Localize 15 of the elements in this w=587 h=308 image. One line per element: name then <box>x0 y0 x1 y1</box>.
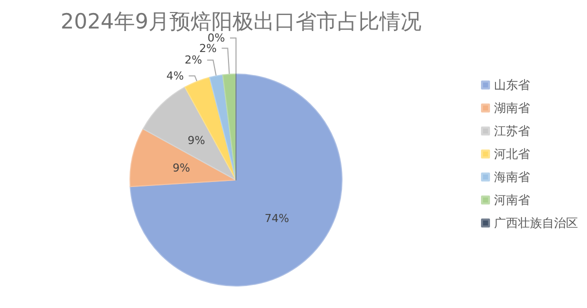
legend-label: 河北省 <box>494 147 530 161</box>
legend-label: 山东省 <box>494 78 530 92</box>
data-label: 2% <box>184 54 202 67</box>
data-label: 2% <box>199 42 217 55</box>
data-label: 9% <box>172 161 190 174</box>
chart-title: 2024年9月预焙阳极出口省市占比情况 <box>60 10 422 34</box>
data-label: 9% <box>188 134 206 147</box>
legend-label: 湖南省 <box>494 101 530 115</box>
data-label: 4% <box>166 69 184 82</box>
data-label: 74% <box>264 212 290 225</box>
legend-label: 河南省 <box>494 193 530 207</box>
text: 0% <box>208 32 225 44</box>
legend-label: 海南省 <box>494 170 530 184</box>
legend-label: 江苏省 <box>494 124 530 138</box>
legend-label: 广西壮族自治区 <box>494 216 578 230</box>
